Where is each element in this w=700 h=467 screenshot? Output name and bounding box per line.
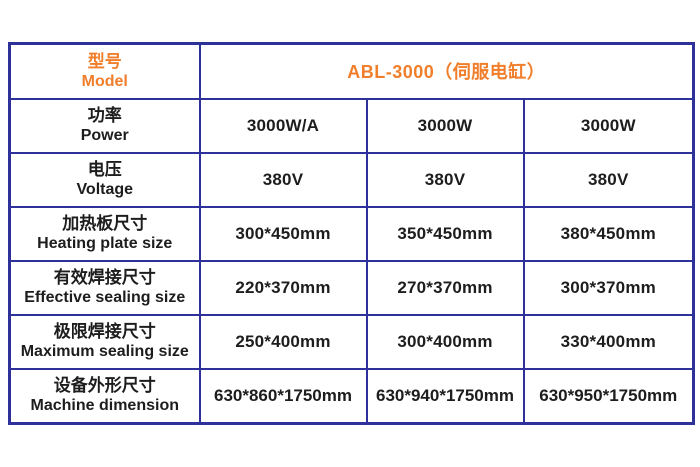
table-row-machine-dimension: 设备外形尺寸 Machine dimension 630*860*1750mm … xyxy=(8,367,695,425)
dimension-value-2: 630*940*1750mm xyxy=(375,385,514,405)
power-label-en: Power xyxy=(80,127,129,145)
model-label-en: Model xyxy=(81,72,128,90)
voltage-label-zh: 电压 xyxy=(87,159,122,179)
dimension-value-3: 630*950*1750mm xyxy=(539,385,678,405)
table-row-heating-plate-size: 加热板尺寸 Heating plate size 300*450mm 350*4… xyxy=(8,205,695,262)
maximum-value-2: 300*400mm xyxy=(397,331,493,351)
table-row-voltage: 电压 Voltage 380V 380V 380V xyxy=(8,151,695,208)
row-label-effective-sealing-size: 有效焊接尺寸 Effective sealing size xyxy=(8,259,201,316)
maximum-value-1: 250*400mm xyxy=(235,331,331,351)
table-row-power: 功率 Power 3000W/A 3000W 3000W xyxy=(8,97,695,154)
row-label-power: 功率 Power xyxy=(8,97,201,154)
heating-value-2: 350*450mm xyxy=(397,223,493,243)
effective-value-cell: 220*370mm xyxy=(198,259,368,316)
voltage-value-1: 380V xyxy=(262,169,304,189)
heating-value-1: 300*450mm xyxy=(235,223,331,243)
maximum-value-cell: 330*400mm xyxy=(522,313,695,370)
power-value-1: 3000W/A xyxy=(246,115,320,135)
model-value: ABL-3000（伺服电缸） xyxy=(347,62,546,83)
heating-label-en: Heating plate size xyxy=(37,235,173,253)
voltage-value-cell: 380V xyxy=(365,151,525,208)
table-row-maximum-sealing-size: 极限焊接尺寸 Maximum sealing size 250*400mm 30… xyxy=(8,313,695,370)
maximum-value-cell: 300*400mm xyxy=(365,313,525,370)
dimension-value-1: 630*860*1750mm xyxy=(213,385,352,405)
maximum-value-3: 330*400mm xyxy=(560,331,656,351)
power-value-2: 3000W xyxy=(417,115,473,135)
dimension-value-cell: 630*940*1750mm xyxy=(365,367,525,425)
heating-label-zh: 加热板尺寸 xyxy=(62,213,148,233)
voltage-value-cell: 380V xyxy=(522,151,695,208)
dimension-label-zh: 设备外形尺寸 xyxy=(53,376,156,396)
row-label-maximum-sealing-size: 极限焊接尺寸 Maximum sealing size xyxy=(8,313,201,370)
maximum-label-en: Maximum sealing size xyxy=(20,343,189,361)
dimension-value-cell: 630*950*1750mm xyxy=(522,367,695,425)
heating-value-cell: 380*450mm xyxy=(522,205,695,262)
dimension-value-cell: 630*860*1750mm xyxy=(198,367,368,425)
effective-label-zh: 有效焊接尺寸 xyxy=(53,267,156,287)
model-value-cell: ABL-3000（伺服电缸） xyxy=(198,42,695,100)
row-label-model: 型号 Model xyxy=(8,42,201,100)
maximum-label-zh: 极限焊接尺寸 xyxy=(53,321,156,341)
voltage-value-2: 380V xyxy=(424,169,466,189)
row-label-machine-dimension: 设备外形尺寸 Machine dimension xyxy=(8,367,201,425)
model-label-zh: 型号 xyxy=(87,51,122,71)
heating-value-cell: 300*450mm xyxy=(198,205,368,262)
effective-value-1: 220*370mm xyxy=(235,277,331,297)
effective-value-cell: 270*370mm xyxy=(365,259,525,316)
effective-label-en: Effective sealing size xyxy=(24,289,186,307)
spec-table: 型号 Model ABL-3000（伺服电缸） 功率 Power 3000W/A… xyxy=(8,42,696,425)
table-row-effective-sealing-size: 有效焊接尺寸 Effective sealing size 220*370mm … xyxy=(8,259,695,316)
effective-value-cell: 300*370mm xyxy=(522,259,695,316)
maximum-value-cell: 250*400mm xyxy=(198,313,368,370)
voltage-value-cell: 380V xyxy=(198,151,368,208)
voltage-label-en: Voltage xyxy=(76,181,134,199)
table-row-model: 型号 Model ABL-3000（伺服电缸） xyxy=(8,42,695,100)
heating-value-cell: 350*450mm xyxy=(365,205,525,262)
power-value-cell: 3000W/A xyxy=(198,97,368,154)
dimension-label-en: Machine dimension xyxy=(30,397,179,415)
effective-value-3: 300*370mm xyxy=(560,277,656,297)
power-value-cell: 3000W xyxy=(365,97,525,154)
effective-value-2: 270*370mm xyxy=(397,277,493,297)
heating-value-3: 380*450mm xyxy=(560,223,656,243)
row-label-heating-plate-size: 加热板尺寸 Heating plate size xyxy=(8,205,201,262)
power-label-zh: 功率 xyxy=(87,105,122,125)
voltage-value-3: 380V xyxy=(588,169,629,189)
row-label-voltage: 电压 Voltage xyxy=(8,151,201,208)
power-value-3: 3000W xyxy=(580,115,636,135)
power-value-cell: 3000W xyxy=(522,97,695,154)
